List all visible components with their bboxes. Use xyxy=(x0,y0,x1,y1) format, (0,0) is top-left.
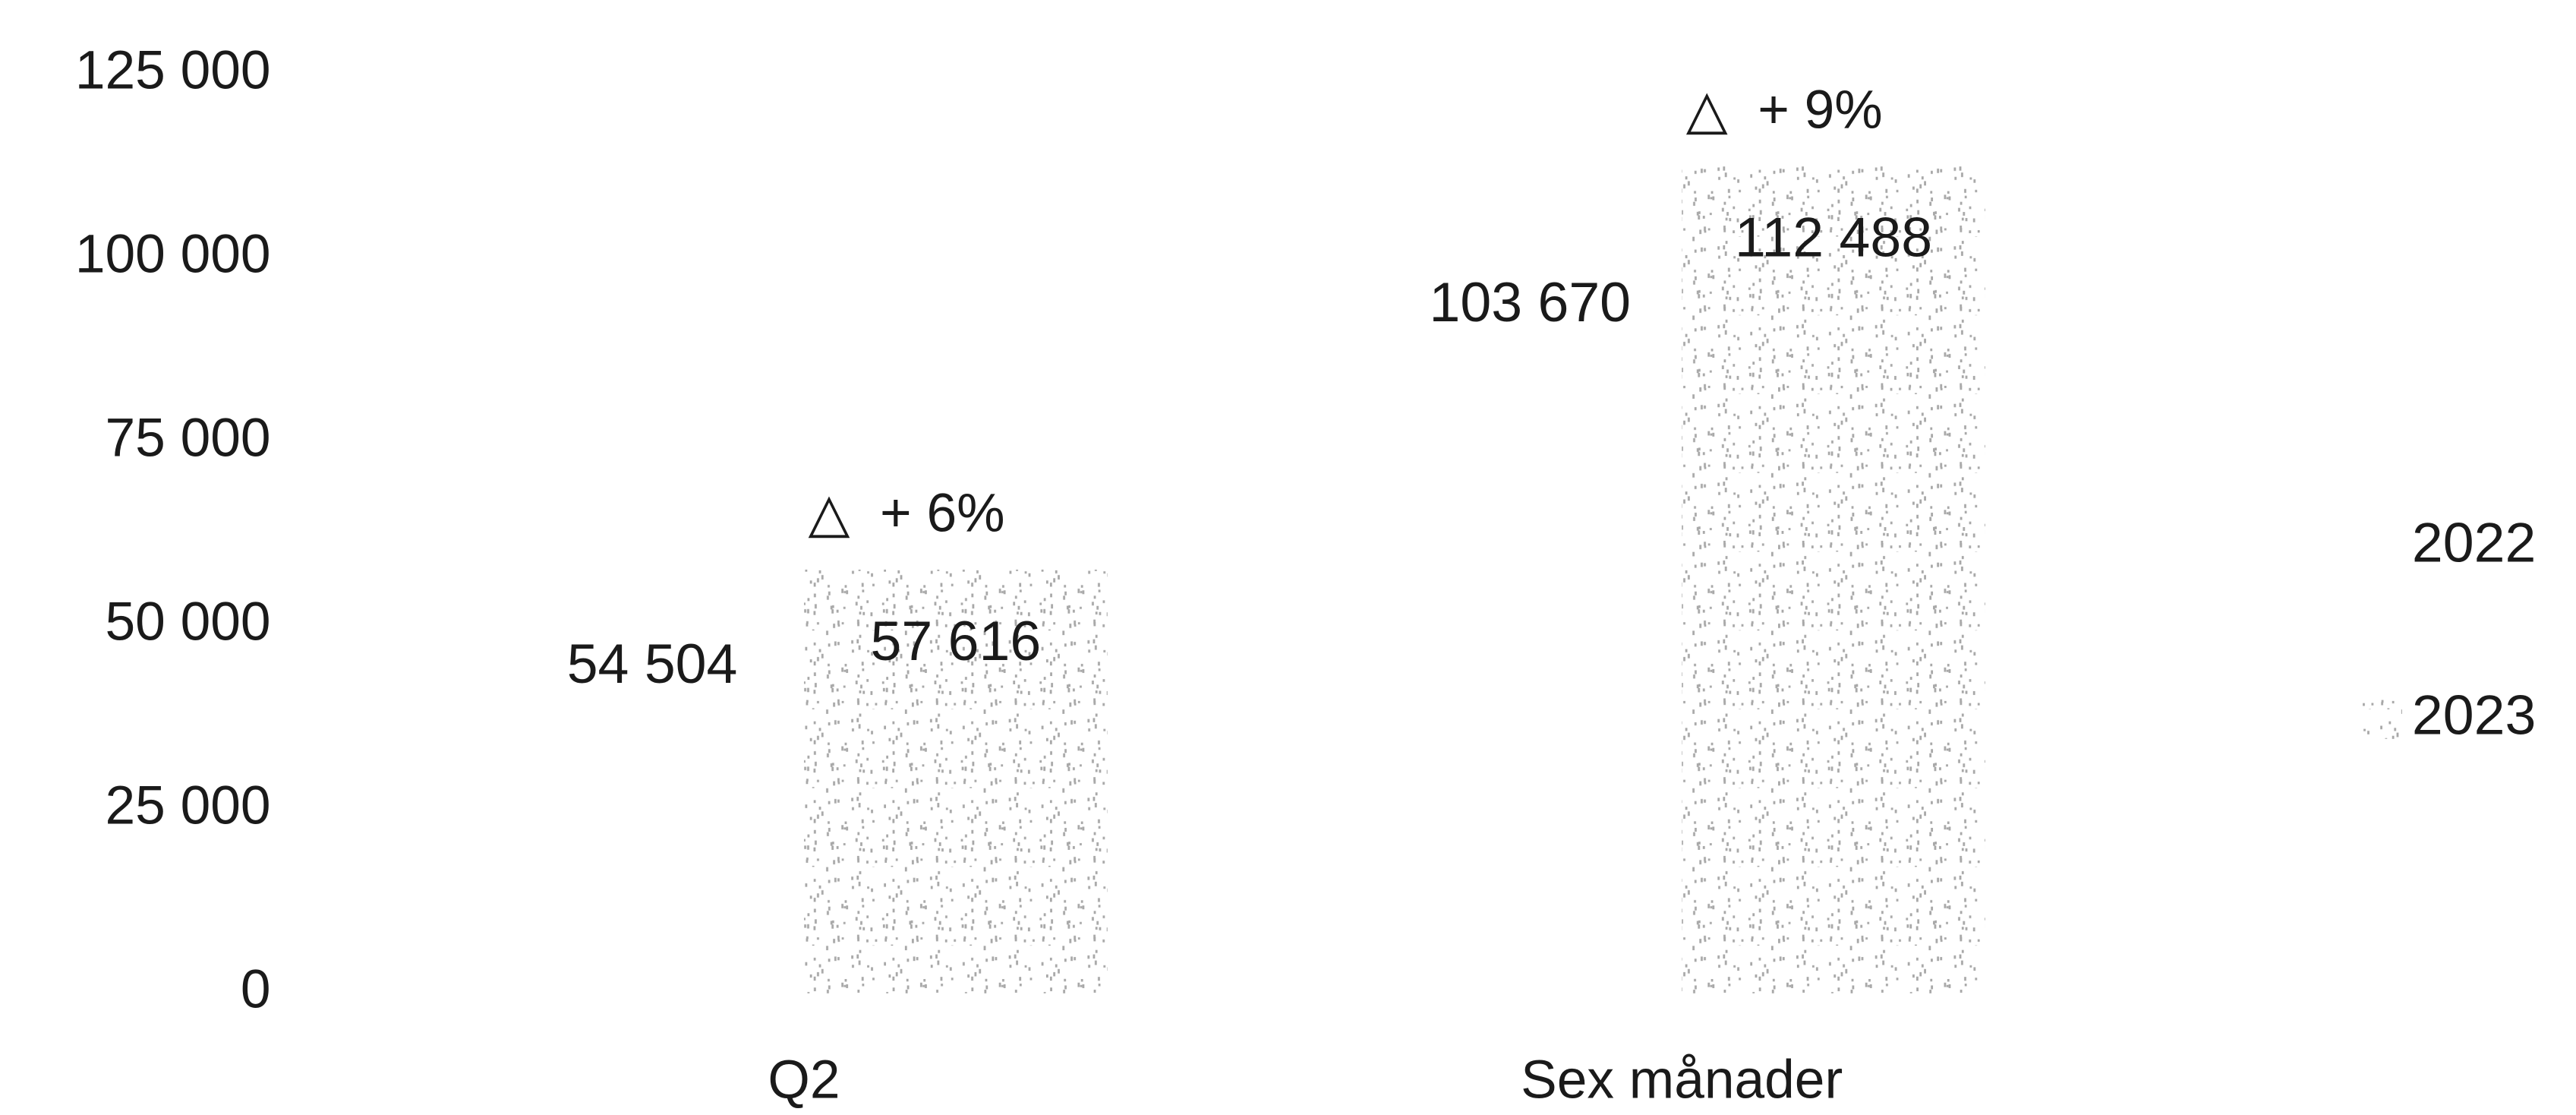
annotation: △ + 6% xyxy=(809,483,1005,544)
legend-label: 2022 xyxy=(2412,510,2536,573)
bar xyxy=(803,569,1108,993)
value-label: 57 616 xyxy=(871,609,1042,672)
bar xyxy=(1378,231,1682,993)
legend-label: 2023 xyxy=(2412,683,2536,746)
y-tick-label: 25 000 xyxy=(106,775,271,836)
annotation: △ + 9% xyxy=(1686,79,1883,140)
value-label: 54 504 xyxy=(567,632,738,695)
x-tick-label: Sex månader xyxy=(1521,1049,1843,1110)
legend-swatch xyxy=(2363,527,2402,567)
legend-swatch xyxy=(2363,699,2402,739)
value-label: 112 488 xyxy=(1735,206,1932,269)
value-label: 103 670 xyxy=(1429,270,1631,333)
bar xyxy=(1682,166,1985,993)
y-tick-label: 125 000 xyxy=(75,39,271,100)
bar xyxy=(500,592,804,993)
x-tick-label: Q2 xyxy=(768,1049,840,1110)
y-tick-label: 75 000 xyxy=(106,407,271,468)
y-tick-label: 100 000 xyxy=(75,223,271,284)
y-tick-label: 50 000 xyxy=(106,592,271,652)
y-tick-label: 0 xyxy=(241,959,271,1020)
